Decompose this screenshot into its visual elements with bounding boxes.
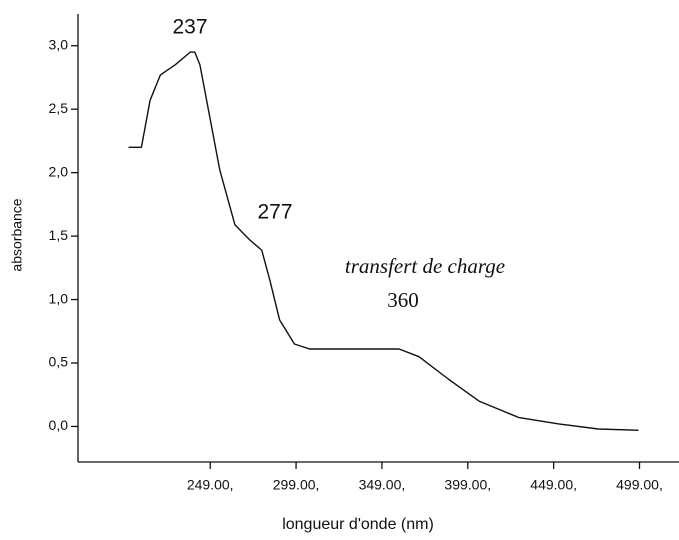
x-axis-title: longueur d'onde (nm) xyxy=(282,516,434,533)
annotation: transfert de charge xyxy=(345,254,505,278)
x-tick-label: 299.00, xyxy=(273,477,320,493)
y-axis-title: absorbance xyxy=(9,198,25,271)
y-tick-label: 0,5 xyxy=(49,354,69,370)
y-tick-label: 1,0 xyxy=(49,290,69,306)
x-tick-label: 399.00, xyxy=(444,477,491,493)
annotation: 277 xyxy=(257,201,292,224)
y-tick-label: 2,5 xyxy=(49,100,69,116)
annotation: 237 xyxy=(172,16,207,39)
y-tick-label: 0,0 xyxy=(49,417,69,433)
x-tick-label: 249.00, xyxy=(187,477,234,493)
x-tick-label: 499.00, xyxy=(616,477,663,493)
y-tick-label: 3,0 xyxy=(49,36,69,52)
x-tick-label: 349.00, xyxy=(359,477,406,493)
annotation: 360 xyxy=(387,288,419,312)
line xyxy=(128,51,639,431)
x-tick-label: 449.00, xyxy=(530,477,577,493)
y-tick-label: 1,5 xyxy=(49,227,69,243)
y-tick-label: 2,0 xyxy=(49,163,69,179)
